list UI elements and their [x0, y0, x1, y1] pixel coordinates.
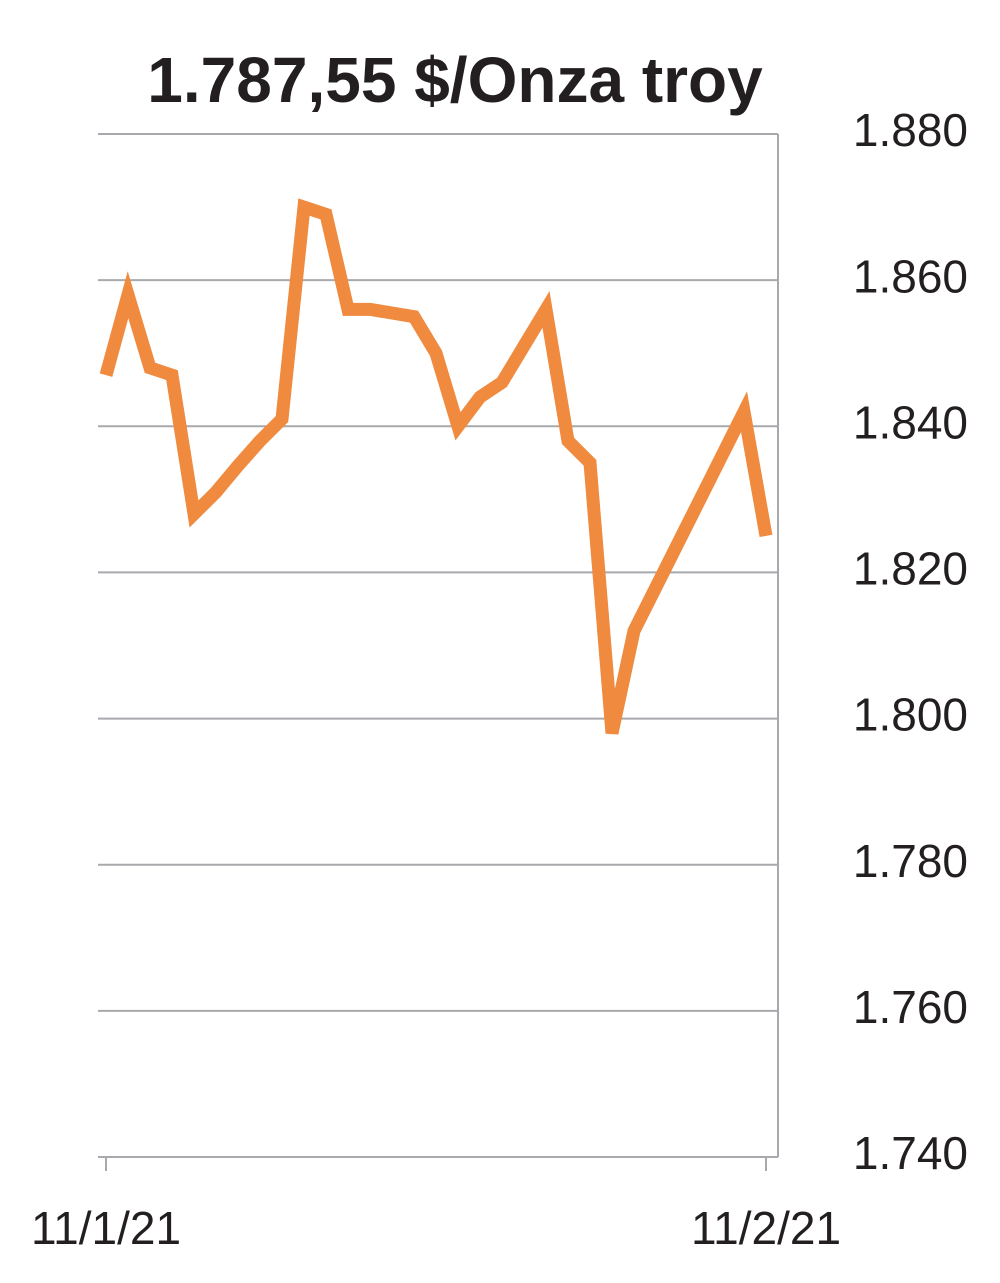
y-tick-label: 1.800 — [853, 689, 968, 741]
chart-title: 1.787,55 $/Onza troy — [147, 44, 763, 116]
y-tick-label: 1.780 — [853, 835, 968, 887]
y-tick-label: 1.760 — [853, 981, 968, 1033]
y-tick-label: 1.840 — [853, 396, 968, 448]
y-tick-label: 1.820 — [853, 543, 968, 595]
y-tick-label: 1.740 — [853, 1127, 968, 1179]
x-tick-label: 11/2/21 — [691, 1202, 841, 1254]
x-tick-label: 11/1/21 — [31, 1202, 181, 1254]
y-tick-label: 1.880 — [853, 104, 968, 156]
y-tick-label: 1.860 — [853, 250, 968, 302]
price-line — [99, 198, 773, 735]
